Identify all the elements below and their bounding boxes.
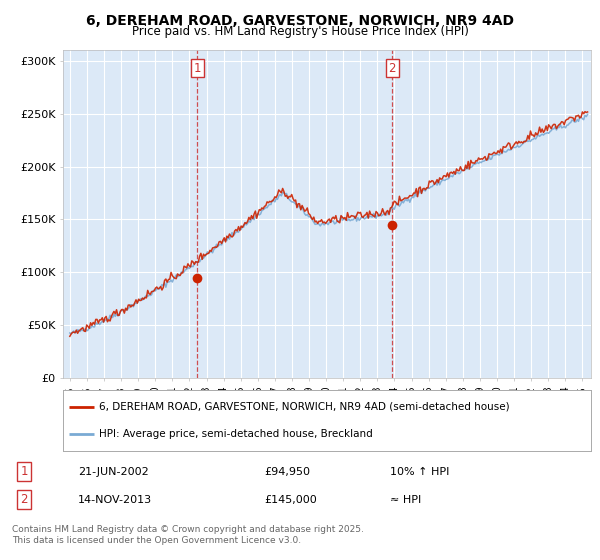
Text: 14-NOV-2013: 14-NOV-2013 — [78, 494, 152, 505]
Text: 2: 2 — [20, 493, 28, 506]
Text: ≈ HPI: ≈ HPI — [390, 494, 421, 505]
Text: 6, DEREHAM ROAD, GARVESTONE, NORWICH, NR9 4AD (semi-detached house): 6, DEREHAM ROAD, GARVESTONE, NORWICH, NR… — [99, 402, 509, 412]
Text: £145,000: £145,000 — [264, 494, 317, 505]
Text: 2: 2 — [389, 62, 396, 75]
Text: 1: 1 — [194, 62, 201, 75]
Text: 1: 1 — [20, 465, 28, 478]
Text: 10% ↑ HPI: 10% ↑ HPI — [390, 466, 449, 477]
Text: 21-JUN-2002: 21-JUN-2002 — [78, 466, 149, 477]
Text: 6, DEREHAM ROAD, GARVESTONE, NORWICH, NR9 4AD: 6, DEREHAM ROAD, GARVESTONE, NORWICH, NR… — [86, 14, 514, 28]
Text: Contains HM Land Registry data © Crown copyright and database right 2025.
This d: Contains HM Land Registry data © Crown c… — [12, 525, 364, 545]
Text: £94,950: £94,950 — [264, 466, 310, 477]
Text: Price paid vs. HM Land Registry's House Price Index (HPI): Price paid vs. HM Land Registry's House … — [131, 25, 469, 38]
Text: HPI: Average price, semi-detached house, Breckland: HPI: Average price, semi-detached house,… — [99, 430, 373, 440]
